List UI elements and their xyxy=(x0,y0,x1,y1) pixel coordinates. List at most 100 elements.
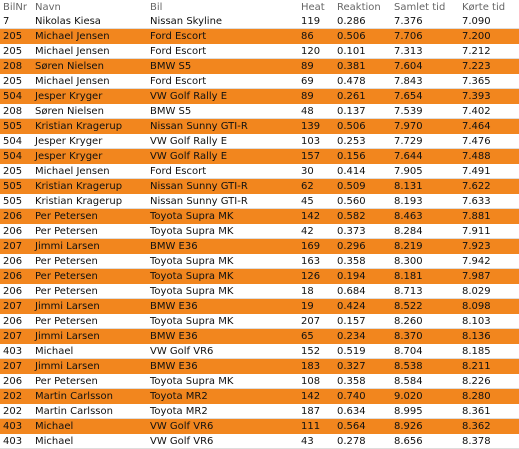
table-cell: Toyota Supra MK xyxy=(147,283,298,299)
table-row: 202 Martin Carlsson Toyota MR2 142 0.740 9.02… xyxy=(0,388,519,404)
table-cell: 8.103 xyxy=(459,313,519,329)
table-cell: Michael Jensen xyxy=(32,73,147,89)
table-cell: 0.157 xyxy=(334,313,391,329)
table-cell: Michael xyxy=(32,418,147,434)
table-cell: 0.278 xyxy=(334,433,391,449)
table-cell: 120 xyxy=(298,43,334,59)
table-cell: Toyota MR2 xyxy=(147,388,298,404)
table-row: 205 Michael Jensen Ford Escort 30 0.414 7.905… xyxy=(0,163,519,179)
table-cell: 8.098 xyxy=(459,298,519,314)
table-cell: Toyota Supra MK xyxy=(147,223,298,239)
table-cell: 0.684 xyxy=(334,283,391,299)
table-cell: 0.509 xyxy=(334,178,391,194)
table-cell: 142 xyxy=(298,388,334,404)
table-cell: Kristian Kragerup xyxy=(32,193,147,209)
table-row: 504 Jesper Kryger VW Golf Rally E 103 0.253 7… xyxy=(0,133,519,149)
table-cell: VW Golf Rally E xyxy=(147,148,298,164)
table-cell: Toyota Supra MK xyxy=(147,313,298,329)
table-cell: Per Petersen xyxy=(32,223,147,239)
table-cell: 206 xyxy=(0,253,32,269)
table-cell: Michael xyxy=(32,343,147,359)
table-cell: 7 xyxy=(0,14,32,29)
table-cell: 89 xyxy=(298,88,334,104)
table-row: 206 Per Petersen Toyota Supra MK 18 0.684 8.7… xyxy=(0,283,519,299)
table-row: 205 Michael Jensen Ford Escort 120 0.101 7.31… xyxy=(0,43,519,59)
table-cell: 8.704 xyxy=(391,343,459,359)
table-cell: Toyota Supra MK xyxy=(147,268,298,284)
table-row: 206 Per Petersen Toyota Supra MK 207 0.157 8.… xyxy=(0,313,519,329)
table-cell: Kristian Kragerup xyxy=(32,178,147,194)
table-cell: 0.519 xyxy=(334,343,391,359)
table-cell: 8.181 xyxy=(391,268,459,284)
table-cell: Jimmi Larsen xyxy=(32,298,147,314)
table-cell: 7.987 xyxy=(459,268,519,284)
table-cell: 8.362 xyxy=(459,418,519,434)
table-cell: 0.296 xyxy=(334,238,391,254)
table-cell: 0.582 xyxy=(334,208,391,224)
table-cell: 7.970 xyxy=(391,118,459,134)
table-cell: 8.131 xyxy=(391,178,459,194)
table-cell: 7.633 xyxy=(459,193,519,209)
table-row: 7 Nikolas Kiesa Nissan Skyline 119 0.286 7.37… xyxy=(0,14,519,29)
table-cell: 7.200 xyxy=(459,28,519,44)
table-cell: 8.211 xyxy=(459,358,519,374)
table-cell: Per Petersen xyxy=(32,313,147,329)
table-cell: Martin Carlsson xyxy=(32,388,147,404)
table-cell: 206 xyxy=(0,313,32,329)
table-cell: Nissan Sunny GTI-R xyxy=(147,193,298,209)
table-cell: 0.560 xyxy=(334,193,391,209)
table-cell: Ford Escort xyxy=(147,73,298,89)
table-row: 207 Jimmi Larsen BMW E36 183 0.327 8.538 8.211 xyxy=(0,358,519,374)
table-cell: 62 xyxy=(298,178,334,194)
table-cell: 7.488 xyxy=(459,148,519,164)
table-cell: 0.101 xyxy=(334,43,391,59)
table-cell: 0.381 xyxy=(334,58,391,74)
table-cell: 139 xyxy=(298,118,334,134)
table-cell: 7.622 xyxy=(459,178,519,194)
column-header: BilNr xyxy=(3,1,28,13)
table-cell: 7.604 xyxy=(391,58,459,74)
table-cell: 7.090 xyxy=(459,14,519,29)
column-header: Kørte tid xyxy=(462,1,506,13)
table-cell: 0.424 xyxy=(334,298,391,314)
table-cell: 0.327 xyxy=(334,358,391,374)
table-cell: Toyota Supra MK xyxy=(147,253,298,269)
table-cell: 504 xyxy=(0,88,32,104)
table-cell: 103 xyxy=(298,133,334,149)
table-header: BilNr Navn Bil Heat Reaktion Samlet tid Kørte … xyxy=(0,0,519,14)
table-cell: 8.584 xyxy=(391,373,459,389)
table-row: 202 Martin Carlsson Toyota MR2 187 0.634 8.99… xyxy=(0,403,519,419)
table-cell: 0.358 xyxy=(334,253,391,269)
table-cell: 207 xyxy=(298,313,334,329)
table-cell: Toyota Supra MK xyxy=(147,208,298,224)
table-cell: Michael Jensen xyxy=(32,163,147,179)
table-row: 403 Michael VW Golf VR6 152 0.519 8.704 8.185 xyxy=(0,343,519,359)
table-cell: 7.476 xyxy=(459,133,519,149)
table-cell: Jesper Kryger xyxy=(32,88,147,104)
table-cell: 0.358 xyxy=(334,373,391,389)
table-row: 505 Kristian Kragerup Nissan Sunny GTI-R 13… xyxy=(0,118,519,134)
table-cell: 207 xyxy=(0,298,32,314)
table-cell: Søren Nielsen xyxy=(32,58,147,74)
table-cell: 8.193 xyxy=(391,193,459,209)
table-cell: 207 xyxy=(0,358,32,374)
table-cell: 8.260 xyxy=(391,313,459,329)
table-cell: Per Petersen xyxy=(32,253,147,269)
table-body: 7 Nikolas Kiesa Nissan Skyline 119 0.286 7.37… xyxy=(0,14,519,449)
table-cell: 403 xyxy=(0,433,32,449)
table-cell: 30 xyxy=(298,163,334,179)
table-cell: 187 xyxy=(298,403,334,419)
table-cell: BMW E36 xyxy=(147,238,298,254)
table-cell: 205 xyxy=(0,43,32,59)
table-cell: 7.843 xyxy=(391,73,459,89)
table-cell: 205 xyxy=(0,73,32,89)
table-cell: 0.506 xyxy=(334,118,391,134)
table-cell: 169 xyxy=(298,238,334,254)
table-cell: 8.926 xyxy=(391,418,459,434)
table-cell: 208 xyxy=(0,103,32,119)
table-cell: 8.463 xyxy=(391,208,459,224)
table-cell: 206 xyxy=(0,223,32,239)
table-cell: Ford Escort xyxy=(147,28,298,44)
table-cell: 505 xyxy=(0,178,32,194)
